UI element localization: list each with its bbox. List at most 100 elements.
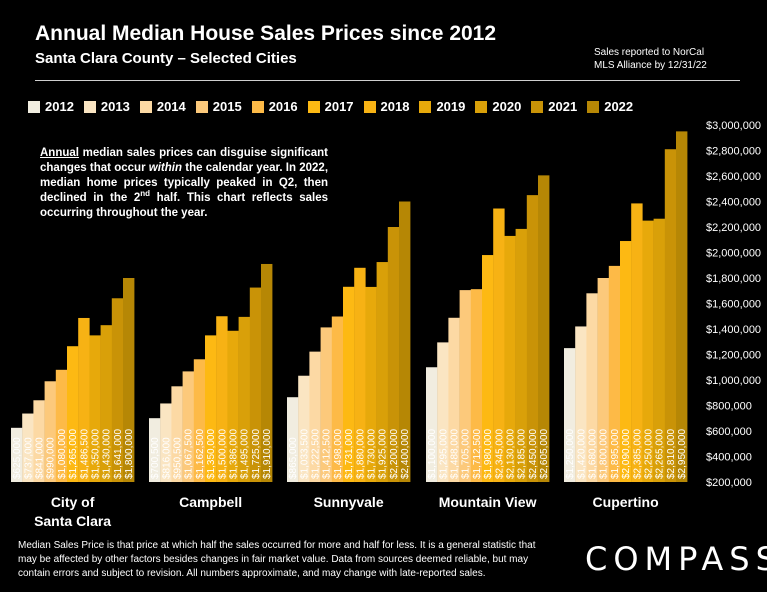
y-tick-label: $2,400,000 [706,197,761,209]
chart-legend: 2012 2013 2014 2015 2016 2017 2018 2019 2020 2021… [28,99,635,114]
bar-2015 [459,290,471,482]
compass-logo: COMPASS [585,540,767,578]
bar-value-label: $950,500 [173,437,184,479]
legend-swatch-2016 [251,100,264,113]
bar-value-label: $1,725,000 [251,429,262,479]
bar-value-label: $1,495,000 [240,429,251,479]
bar-value-label: $1,100,000 [427,429,438,479]
bar-2020 [238,316,250,482]
bar-2014 [448,317,460,482]
note-text-2: the calendar year. In 2022, median home … [40,162,329,204]
legend-swatch-2018 [363,100,376,113]
bar-2018 [354,267,366,482]
legend-item-2017: 2017 [307,99,354,114]
y-tick-label: $1,000,000 [706,375,761,387]
bar-2012 [564,348,576,482]
bar-value-label: $1,500,000 [217,429,228,479]
y-tick-label: $1,800,000 [706,273,761,285]
bar-value-label: $1,712,500 [472,429,483,479]
bar-value-label: $2,810,000 [666,429,677,479]
bar-2014 [33,400,45,482]
bar-2022 [538,175,550,483]
bar-2017 [67,346,79,482]
bar-2021 [526,195,539,482]
bar-2015 [597,278,609,482]
bar-2022 [676,131,688,482]
bar-2022 [261,263,273,482]
bar-value-label: $1,486,500 [79,429,90,479]
note-word-annual: Annual [40,147,79,159]
bar-value-label: $816,000 [161,437,172,479]
legend-item-2013: 2013 [83,99,130,114]
bar-2016 [470,289,483,482]
y-tick-label: $1,600,000 [706,299,761,311]
bar-value-label: $2,450,000 [528,429,539,479]
bar-value-label: $2,130,000 [506,429,517,479]
bar-value-label: $1,800,000 [124,429,135,479]
bar-value-label: $1,430,000 [102,429,113,479]
chart-title: Annual Median House Sales Prices since 2… [35,22,497,45]
bar-value-label: $2,250,000 [644,429,655,479]
source-line-1: Sales reported to NorCal [594,47,705,58]
bar-value-label: $1,420,000 [576,429,587,479]
category-label: Campbell [179,494,242,510]
footer-disclaimer: Median Sales Price is that price at whic… [18,540,536,579]
chart-subtitle: Santa Clara County – Selected Cities [35,50,297,67]
bar-value-label: $1,498,000 [333,429,344,479]
bar-2018 [493,208,505,482]
bar-2014 [586,293,598,482]
category-label: City of [51,494,95,510]
category-label: Santa Clara [34,513,111,529]
bar-value-label: $1,033,500 [299,429,310,479]
bar-2012 [11,427,23,482]
bar-value-label: $990,000 [46,437,57,479]
bar-2017 [620,241,632,482]
bar-2019 [365,286,377,482]
bar-value-label: $2,345,000 [494,429,505,479]
y-tick-label: $2,000,000 [706,248,761,260]
bar-2018 [78,317,90,482]
note-word-within: within [148,162,183,174]
source-note: Sales reported to NorCal MLS Alliance by… [594,46,707,72]
category-label: Mountain View [439,494,537,510]
bar-value-label: $1,730,000 [367,429,378,479]
bar-value-label: $1,641,000 [113,429,124,479]
legend-label-2016: 2016 [268,99,298,114]
legend-item-2022: 2022 [587,99,633,114]
bar-2021 [249,287,262,482]
bar-2012 [287,397,299,482]
bar-2020 [100,325,112,482]
legend-item-2021: 2021 [531,99,577,114]
bar-2016 [608,265,621,482]
bar-value-label: $2,950,000 [677,429,688,479]
bar-2019 [504,235,516,482]
bar-2015 [44,381,56,482]
legend-item-2020: 2020 [475,99,521,114]
legend-label-2013: 2013 [100,99,130,114]
legend-swatch-2020 [475,100,488,113]
legend-swatch-2013 [83,100,96,113]
bar-2017 [482,255,494,482]
bar-2015 [182,371,194,482]
bar-value-label: $1,350,000 [91,429,102,479]
legend-label-2014: 2014 [156,99,186,114]
legend-item-2015: 2015 [195,99,242,114]
legend-label-2015: 2015 [212,99,242,114]
bar-2017 [205,335,217,482]
bar-value-label: $865,000 [288,437,299,479]
legend-label-2022: 2022 [604,99,634,114]
note-text-1: median sales prices can disguise signifi… [40,147,328,174]
bar-2013 [437,342,449,482]
bar-value-label: $1,265,000 [68,429,79,479]
bar-value-label: $1,880,000 [355,429,366,479]
bar-value-label: $1,680,000 [588,429,599,479]
y-tick-label: $1,200,000 [706,350,761,362]
bar-2018 [631,203,643,482]
bar-2022 [123,278,135,482]
legend-swatch-2017 [307,100,320,113]
bar-value-label: $2,605,000 [539,429,550,479]
y-tick-label: $2,600,000 [706,171,761,183]
bar-2020 [376,262,388,482]
bar-value-label: $1,910,000 [262,429,273,479]
